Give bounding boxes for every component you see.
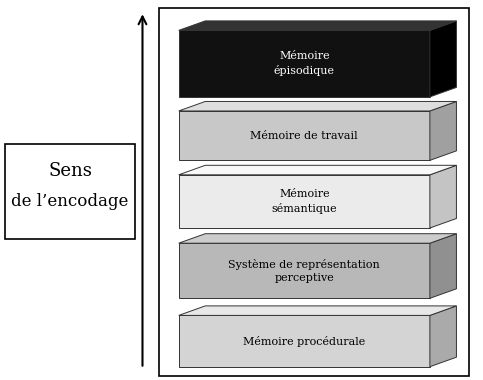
Bar bbox=[5, 144, 135, 239]
Text: Sens: Sens bbox=[48, 162, 92, 180]
Polygon shape bbox=[430, 306, 456, 367]
Polygon shape bbox=[430, 165, 456, 228]
Text: Mémoire de travail: Mémoire de travail bbox=[251, 131, 358, 141]
Text: Mémoire
sémantique: Mémoire sémantique bbox=[271, 189, 337, 214]
Polygon shape bbox=[430, 21, 456, 97]
Text: de l’encodage: de l’encodage bbox=[11, 193, 129, 210]
Polygon shape bbox=[179, 234, 456, 243]
Polygon shape bbox=[179, 175, 430, 228]
Polygon shape bbox=[179, 306, 456, 315]
Polygon shape bbox=[179, 165, 456, 175]
Polygon shape bbox=[179, 243, 430, 298]
Bar bbox=[159, 8, 469, 376]
Polygon shape bbox=[430, 101, 456, 160]
Text: Mémoire procédurale: Mémoire procédurale bbox=[243, 336, 366, 347]
Polygon shape bbox=[179, 315, 430, 367]
Polygon shape bbox=[179, 30, 430, 97]
Text: Système de représentation
perceptive: Système de représentation perceptive bbox=[228, 259, 380, 283]
Polygon shape bbox=[179, 21, 456, 30]
Polygon shape bbox=[430, 234, 456, 298]
Polygon shape bbox=[179, 111, 430, 160]
Text: Mémoire
épisodique: Mémoire épisodique bbox=[274, 51, 335, 76]
Polygon shape bbox=[179, 101, 456, 111]
